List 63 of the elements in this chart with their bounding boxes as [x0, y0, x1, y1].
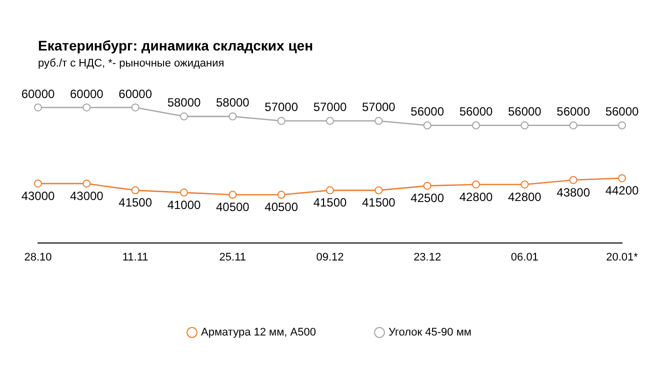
legend-label: Арматура 12 мм, А500	[201, 326, 316, 339]
data-label: 56000	[556, 104, 590, 119]
data-label: 58000	[167, 96, 202, 110]
data-label: 60000	[118, 86, 152, 101]
x-tick-label: 09.12	[316, 251, 344, 264]
point	[569, 121, 578, 130]
x-tick-label: 23.12	[414, 251, 442, 264]
data-label: 41500	[362, 196, 396, 210]
data-label: 44200	[605, 184, 640, 198]
x-tick-label: 20.01*	[606, 251, 639, 264]
data-label: 40500	[216, 200, 250, 214]
data-label: 40500	[264, 200, 298, 214]
point	[34, 180, 42, 188]
x-tick-label: 25.11	[219, 251, 246, 264]
data-label: 42800	[459, 190, 494, 204]
point	[472, 121, 480, 130]
x-tick-label: 11.11	[122, 251, 148, 264]
data-label: 43800	[556, 185, 590, 200]
point	[326, 116, 334, 125]
point	[131, 103, 140, 112]
x-tick-label: 28.10	[24, 251, 52, 264]
data-label: 56000	[508, 104, 542, 119]
chart-subtitle: руб./т с НДС, *- рыночные ожидания	[38, 57, 224, 70]
data-label: 58000	[216, 96, 250, 110]
point	[520, 180, 529, 188]
point	[277, 190, 286, 199]
data-label: 60000	[70, 86, 104, 101]
point	[228, 112, 237, 120]
point	[228, 190, 237, 199]
data-label: 57000	[264, 100, 298, 114]
point	[131, 186, 140, 194]
data-label: 41000	[167, 198, 202, 212]
data-label: 43000	[21, 188, 56, 203]
point	[34, 103, 42, 112]
data-label: 56000	[410, 104, 444, 119]
point	[520, 121, 529, 130]
chart-title: Екатеринбург: динамика складских цен	[38, 37, 314, 54]
data-label: 42500	[410, 191, 444, 206]
point	[618, 121, 626, 130]
data-label: 57000	[362, 100, 396, 114]
point	[618, 174, 626, 182]
data-label: 41500	[118, 196, 152, 210]
x-tick-label: 06.01	[510, 251, 538, 264]
data-label: 57000	[313, 100, 348, 114]
data-label: 41500	[313, 196, 348, 210]
point	[82, 180, 91, 188]
point	[569, 176, 578, 184]
point	[82, 103, 91, 112]
point	[180, 112, 188, 120]
legend-label: Уголок 45-90 мм	[388, 326, 472, 339]
point	[472, 180, 480, 188]
data-label: 56000	[605, 104, 640, 119]
point	[374, 186, 383, 194]
point	[423, 121, 432, 130]
point	[423, 182, 432, 190]
point	[277, 116, 286, 125]
data-label: 42800	[508, 190, 542, 204]
data-label: 60000	[21, 86, 56, 101]
data-label: 43000	[70, 188, 104, 203]
point	[374, 116, 383, 125]
data-label: 56000	[459, 104, 494, 119]
point	[326, 186, 334, 194]
point	[180, 188, 188, 197]
